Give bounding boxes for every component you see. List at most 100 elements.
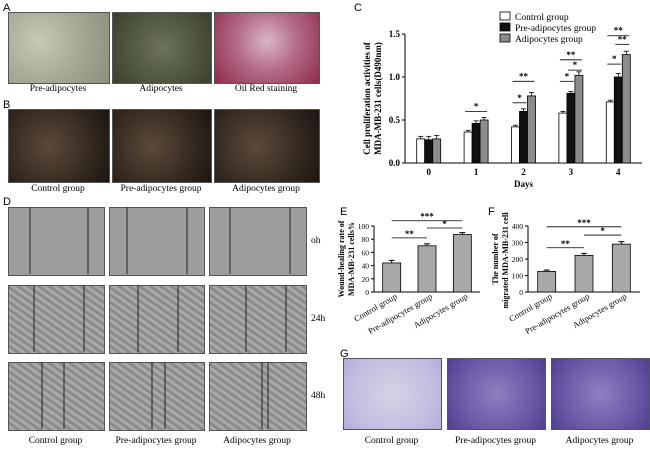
time-label-0h: oh (311, 236, 321, 246)
c-bar (527, 95, 536, 164)
f-y-tick-label: 200 (512, 255, 524, 264)
c-y-tick-label: 1.0 (389, 72, 401, 82)
caption-d3: Adipocytes group (223, 436, 291, 446)
e-sig-mark: ** (405, 229, 415, 239)
c-bar (432, 138, 442, 164)
c-bar (566, 92, 576, 164)
transwell-control (343, 358, 442, 430)
c-sig-mark: ** (618, 34, 628, 44)
wound-d-pre-48h (109, 362, 205, 431)
f-y-tick-label: 400 (512, 222, 524, 231)
micrograph-preadipocytes (8, 12, 110, 84)
wound-d-adipo-0h (209, 207, 307, 276)
c-y-axis-label: Cell proliferation activities ofMDA-MB-2… (362, 41, 383, 155)
e-y-tick-label: 0 (365, 288, 369, 297)
c-x-tick-label: 3 (569, 167, 574, 177)
wound-d-pre-24h (109, 285, 205, 354)
caption-d2: Pre-adipocytes group (115, 436, 197, 446)
e-y-tick-label: 40 (362, 262, 370, 271)
c-legend-label: Control group (515, 13, 569, 23)
f-bar (537, 270, 557, 293)
c-y-tick-label: 1.5 (389, 29, 401, 39)
wound-d-control-0h (8, 207, 105, 276)
panel-label-e: E (340, 206, 348, 218)
c-sig-mark: * (517, 93, 522, 103)
c-bar (463, 131, 473, 164)
c-sig-mark: * (565, 71, 570, 81)
panel-label-a: A (3, 2, 11, 14)
c-x-tick-label: 0 (426, 167, 431, 177)
micrograph-adipocytes (112, 12, 212, 84)
c-bar (519, 111, 528, 164)
e-y-tick-label: 20 (362, 275, 370, 284)
time-label-48h: 48h (311, 391, 326, 401)
c-x-axis-label: Days (514, 179, 533, 189)
time-label-24h: 24h (311, 314, 326, 324)
f-bar (574, 254, 594, 293)
e-sig-mark: * (442, 219, 447, 229)
caption-a1: Pre-adipocytes (29, 84, 87, 94)
panel-label-d: D (3, 196, 11, 208)
panel-label-g: G (340, 348, 349, 360)
f-bar (611, 243, 631, 293)
c-y-tick-label: 0.0 (389, 158, 401, 168)
wound-d-pre-0h (109, 207, 205, 276)
c-bar (471, 123, 481, 164)
f-y-tick-label: 300 (512, 239, 524, 248)
wound-d-adipo-48h (209, 362, 307, 431)
caption-g1: Control group (364, 436, 419, 446)
c-sig-mark: * (573, 60, 578, 70)
c-legend-swatch (499, 22, 511, 32)
e-y-tick-label: 80 (362, 235, 370, 244)
chart-c-proliferation: 0.00.51.01.50 1 2 3 4**** *********Cell proli… (362, 11, 642, 189)
c-bar (613, 76, 623, 164)
micrograph-b-control (8, 109, 110, 183)
f-y-tick-label: 0 (519, 288, 523, 297)
c-bar (558, 112, 568, 164)
e-y-axis-label: Wound-healing rate ofMDA-MB-231 cells% (337, 220, 356, 297)
c-x-tick-label: 1 (474, 167, 479, 177)
panel-label-f: F (488, 206, 495, 218)
c-bar (605, 101, 615, 164)
f-sig-mark: ** (561, 239, 571, 249)
c-sig-mark: * (612, 54, 617, 64)
micrograph-b-preadipocytes (112, 109, 212, 183)
caption-a3: Oil Red staining (234, 84, 298, 94)
e-sig-mark: *** (420, 212, 434, 222)
caption-g3: Adipocytes group (565, 436, 634, 446)
c-bar (621, 54, 631, 164)
c-x-tick-label: 2 (521, 167, 526, 177)
f-y-tick-label: 100 (512, 272, 524, 281)
wound-gap-lines (29, 207, 291, 429)
c-sig-mark: ** (614, 26, 624, 36)
c-bar (574, 74, 584, 164)
c-y-tick-label: 0.5 (389, 115, 401, 125)
caption-g2: Pre-adipocytes group (455, 436, 536, 446)
c-sig-mark: * (474, 101, 479, 111)
c-legend-swatch (499, 11, 511, 21)
f-sig-mark: *** (577, 218, 591, 228)
caption-b1: Control group (31, 184, 85, 194)
micrograph-oil-red (214, 12, 320, 84)
c-legend-label: Pre-adipocytes group (515, 24, 596, 34)
e-bar (452, 234, 472, 293)
caption-b2: Pre-adipocytes group (120, 184, 202, 194)
caption-d1: Control group (28, 436, 83, 446)
micrograph-b-adipocytes (214, 109, 320, 183)
wound-d-adipo-24h (209, 285, 307, 354)
f-y-axis-label: The number ofmigrated MDA-MB-231 cells (491, 212, 510, 309)
c-legend-label: Adipocytes group (515, 35, 583, 45)
c-sig-mark: ** (519, 71, 529, 81)
f-sig-mark: * (600, 226, 605, 236)
c-bar (479, 119, 489, 164)
e-bar (417, 245, 437, 293)
transwell-preadipocytes (447, 358, 546, 430)
c-x-tick-label: 4 (616, 167, 621, 177)
c-bar (416, 138, 426, 164)
transwell-adipocytes (551, 358, 650, 430)
panel-label-c: C (354, 2, 362, 14)
c-sig-mark: ** (566, 50, 576, 60)
e-y-tick-label: 60 (362, 248, 370, 257)
c-bar (511, 126, 520, 164)
